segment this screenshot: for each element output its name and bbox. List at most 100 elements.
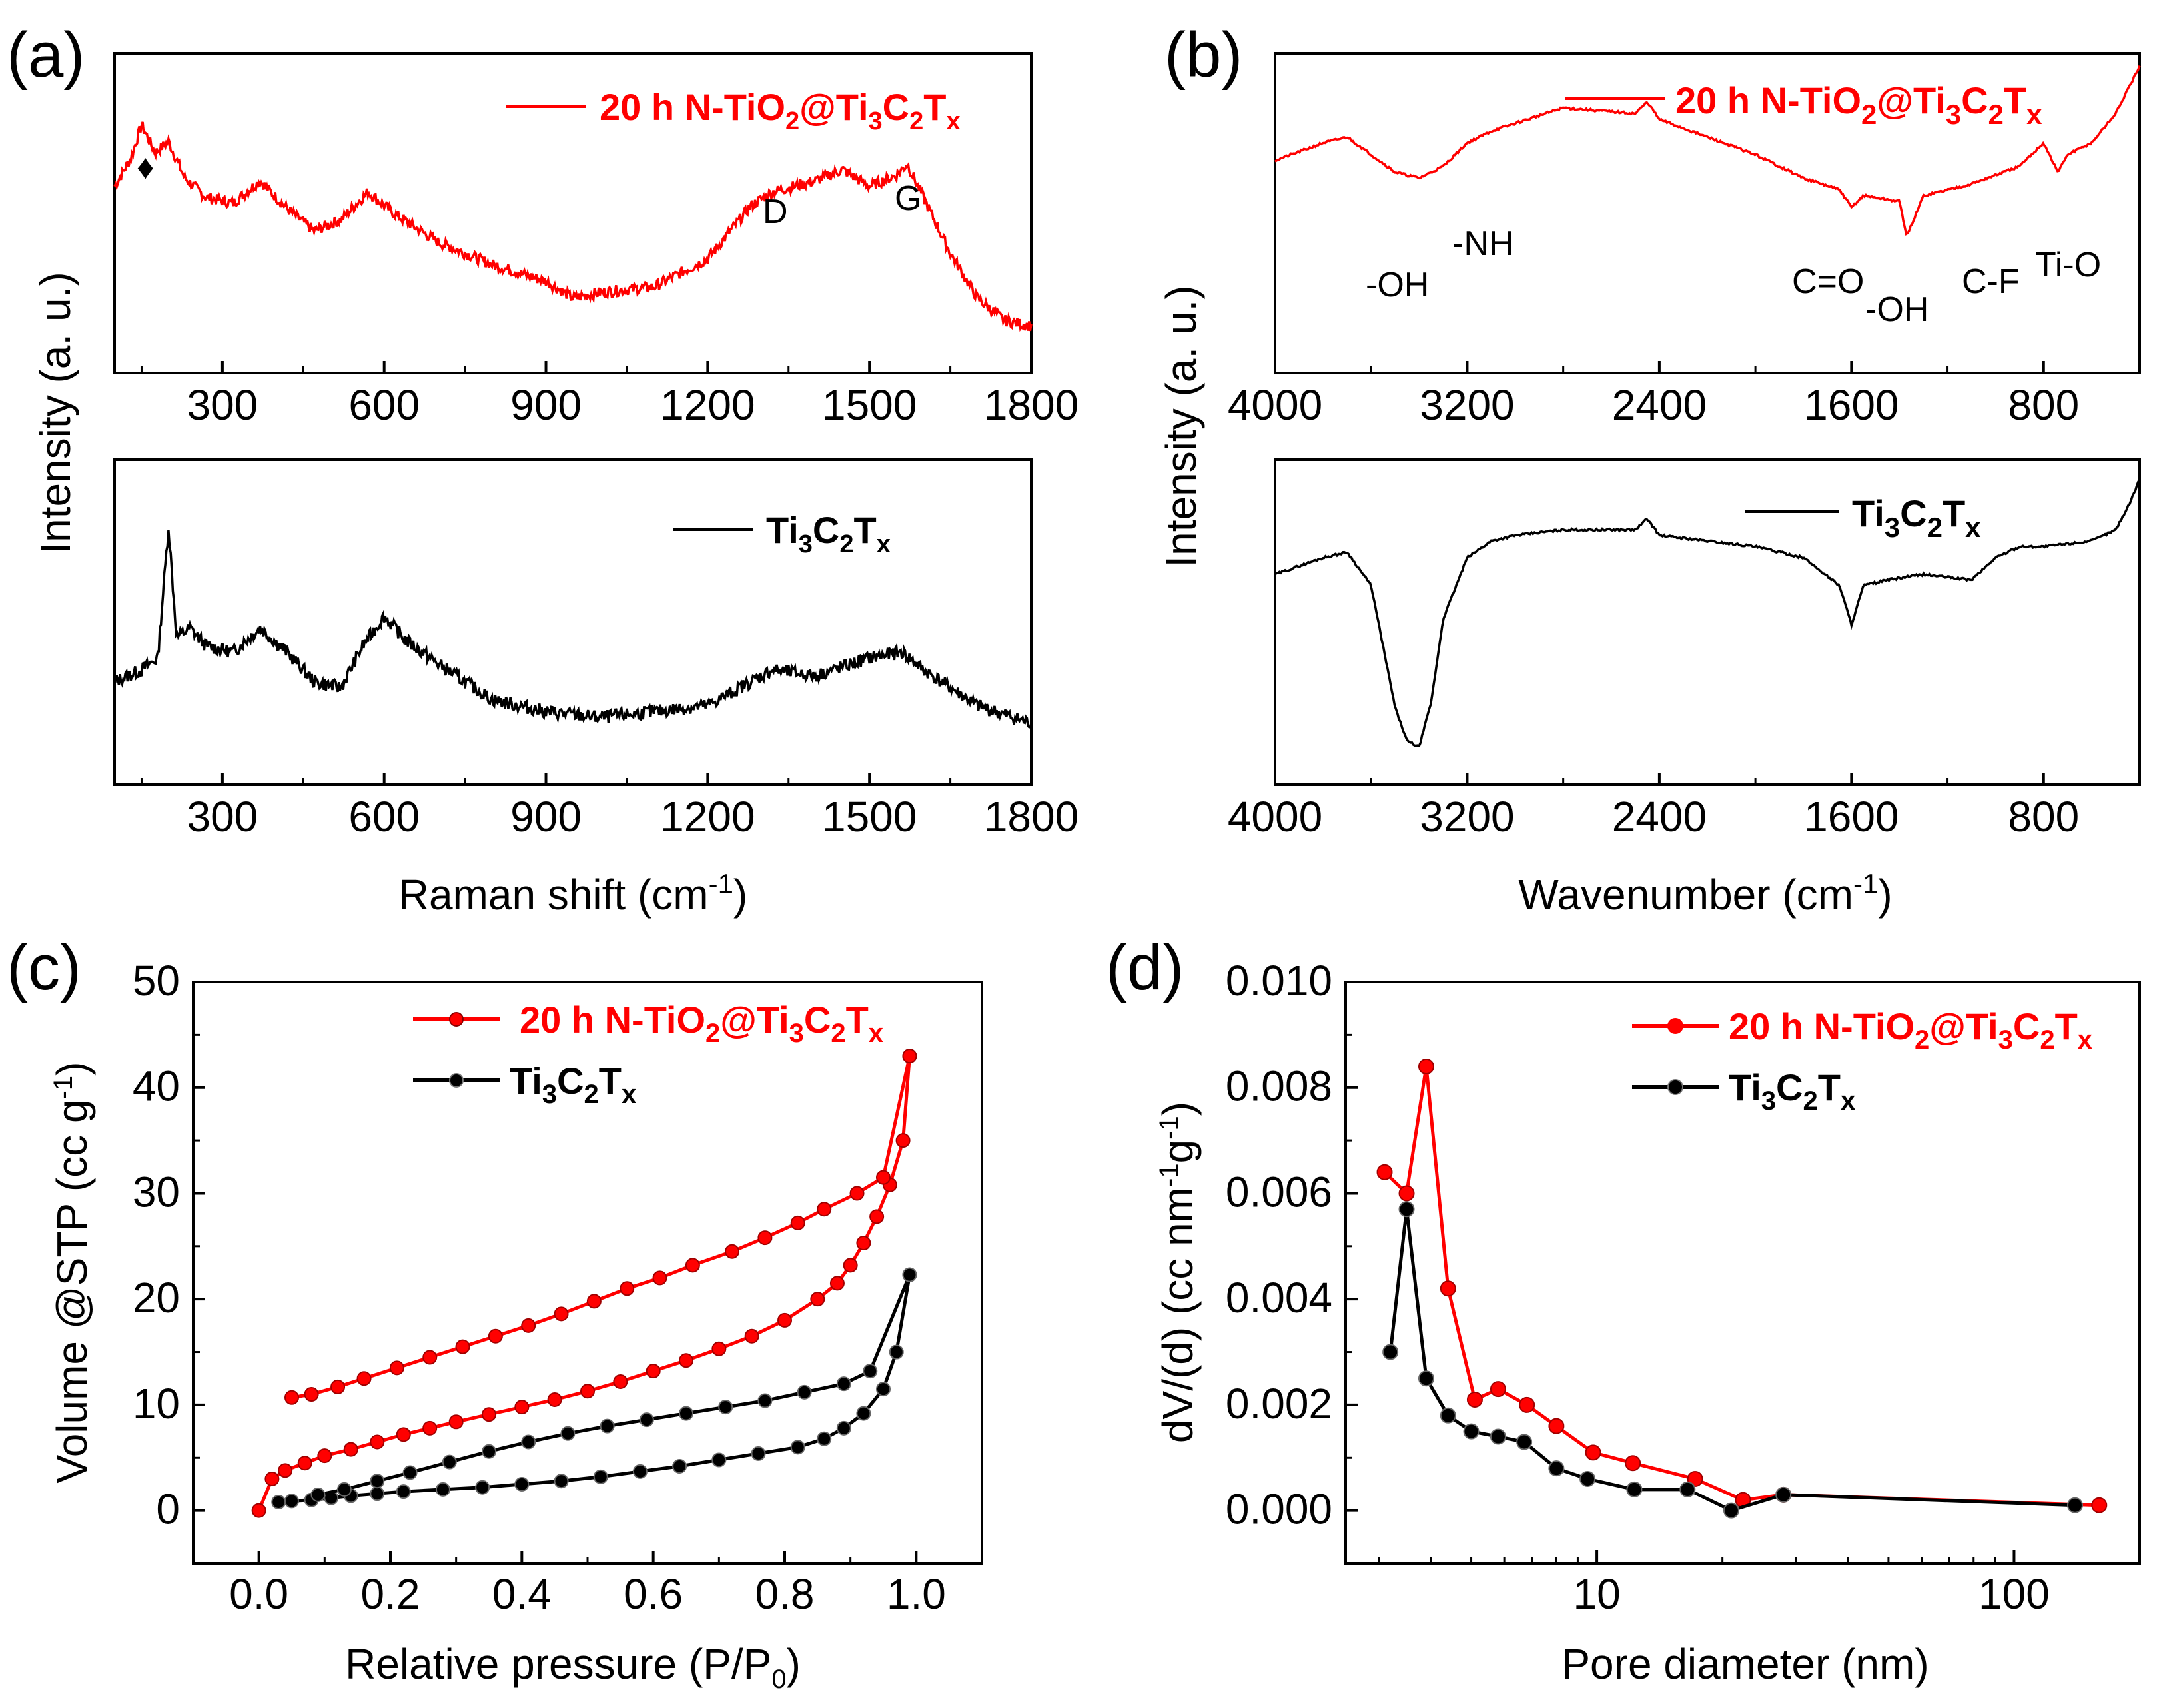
panel-c-y-axis-title: Volume @STP (cc g-1) bbox=[48, 1062, 96, 1484]
panel-b-top-legend-label: 20 h N-TiO2@Ti3C2Tx bbox=[1675, 79, 2042, 130]
x-tick-label: 4000 bbox=[1228, 381, 1322, 429]
panel-d-legend-red-label: 20 h N-TiO2@Ti3C2Tx bbox=[1729, 1005, 2092, 1055]
x-tick-label: 0.2 bbox=[361, 1570, 420, 1618]
panel-c-data-point bbox=[317, 1448, 332, 1464]
panel-c-data-point bbox=[856, 1236, 871, 1251]
panel-c-data-point bbox=[370, 1486, 385, 1501]
panel-c-data-point bbox=[271, 1494, 286, 1509]
panel-c-data-point bbox=[278, 1463, 293, 1478]
x-tick-label: 2400 bbox=[1612, 793, 1707, 841]
panel-c-data-point bbox=[711, 1452, 727, 1468]
panel-d-data-point bbox=[1516, 1434, 1533, 1450]
panel-d-series bbox=[1376, 1058, 2108, 1519]
panel-c-data-point bbox=[297, 1456, 312, 1471]
panel-c-data-point bbox=[488, 1328, 503, 1344]
x-tick-label: 1500 bbox=[822, 793, 917, 841]
panel-c-data-point bbox=[422, 1420, 438, 1436]
panel-c-data-point bbox=[613, 1374, 628, 1389]
panel-c-data-point bbox=[869, 1209, 885, 1224]
panel-c-data-point bbox=[790, 1440, 805, 1455]
panel-b-bottom-frame bbox=[1274, 458, 2141, 786]
panel-b-top-frame bbox=[1274, 52, 2141, 374]
panel-b-y-axis-title: Intensity (a. u.) bbox=[1157, 285, 1205, 567]
panel-d-data-point bbox=[1418, 1370, 1434, 1387]
panel-d-data-point bbox=[1775, 1486, 1792, 1503]
x-tick-label: 1200 bbox=[660, 793, 755, 841]
y-tick-label: 30 bbox=[133, 1168, 180, 1216]
x-tick-label: 1500 bbox=[822, 381, 917, 429]
panel-d-ticks: 10 100 0.000 0.002 0.004 0.006 0.008 0.010 bbox=[1226, 957, 2141, 1618]
panel-d-data-point bbox=[1398, 1201, 1415, 1218]
panel-c-data-point bbox=[580, 1384, 595, 1399]
panel-c-data-point bbox=[863, 1364, 878, 1379]
panel-d-legend-red-marker bbox=[1667, 1018, 1683, 1034]
x-tick-label: 800 bbox=[2008, 793, 2079, 841]
panel-d-legend-black-marker bbox=[1667, 1079, 1683, 1095]
panel-c-data-point bbox=[829, 1276, 845, 1291]
y-tick-label: 20 bbox=[133, 1274, 180, 1322]
panel-b-black-spectrum bbox=[1274, 478, 2141, 747]
panel-c-data-point bbox=[422, 1350, 438, 1365]
panel-d-data-point bbox=[1519, 1396, 1535, 1413]
panel-c-data-point bbox=[836, 1376, 851, 1392]
panel-b-anno-cf: C-F bbox=[1962, 262, 2020, 301]
panel-c-data-point bbox=[284, 1494, 299, 1509]
panel-a-bottom-legend-label: Ti3C2Tx bbox=[766, 509, 891, 558]
panel-c-data-point bbox=[744, 1328, 759, 1344]
panel-c-data-point bbox=[264, 1472, 280, 1487]
panel-d-label: (d) bbox=[1106, 932, 1184, 1003]
panel-c-data-point bbox=[718, 1400, 733, 1415]
panel-c-x-axis-title: Relative pressure (P/P0) bbox=[345, 1640, 801, 1694]
panel-c-legend-red-marker bbox=[449, 1012, 464, 1027]
panel-c-data-point bbox=[554, 1306, 569, 1322]
panel-c-data-point bbox=[836, 1420, 851, 1436]
panel-a-top-ticks: 300 600 900 1200 1500 1800 bbox=[140, 361, 1079, 429]
panel-c-data-point bbox=[251, 1503, 266, 1518]
y-tick-label: 10 bbox=[133, 1380, 180, 1428]
panel-c-data-point bbox=[679, 1353, 693, 1368]
y-tick-label: 0.004 bbox=[1226, 1274, 1332, 1322]
panel-c-data-point bbox=[593, 1469, 608, 1484]
x-tick-label: 900 bbox=[510, 381, 582, 429]
x-tick-label: 300 bbox=[187, 381, 258, 429]
x-tick-label: 0.8 bbox=[755, 1570, 815, 1618]
panel-c-data-point bbox=[475, 1480, 490, 1495]
y-tick-label: 0.006 bbox=[1226, 1168, 1332, 1216]
panel-c-data-point bbox=[810, 1292, 825, 1307]
panel-a-top-legend-label: 20 h N-TiO2@Ti3C2Tx bbox=[600, 86, 961, 135]
x-tick-label: 300 bbox=[187, 793, 258, 841]
panel-c-data-point bbox=[356, 1371, 372, 1386]
panel-b-anno-nh: -NH bbox=[1452, 224, 1513, 263]
panel-d-series-line bbox=[1388, 1209, 2076, 1513]
panel-a-bottom-frame bbox=[113, 458, 1033, 786]
x-tick-label: 4000 bbox=[1228, 793, 1322, 841]
panel-c-series bbox=[251, 1049, 917, 1518]
panel-c-data-point bbox=[817, 1202, 832, 1217]
panel-c-data-point bbox=[757, 1230, 773, 1246]
panel-b-top-ticks: 4000 3200 2400 1600 800 bbox=[1228, 361, 2141, 429]
panel-b-x-axis-title: Wavenumber (cm-1) bbox=[1518, 868, 1892, 919]
panel-d-y-axis-title: dV/(d) (cc nm-1g-1) bbox=[1154, 1102, 1202, 1443]
x-tick-label: 1600 bbox=[1804, 793, 1899, 841]
panel-c-series-line bbox=[257, 1055, 911, 1511]
panel-c-data-point bbox=[370, 1434, 385, 1450]
panel-c-data-point bbox=[284, 1390, 299, 1405]
panel-c-data-point bbox=[711, 1341, 727, 1356]
panel-d-data-point bbox=[1548, 1460, 1565, 1477]
panel-c-data-point bbox=[849, 1186, 865, 1201]
x-tick-label: 1200 bbox=[660, 381, 755, 429]
x-tick-label: 100 bbox=[1978, 1570, 2050, 1618]
panel-c-data-point bbox=[442, 1454, 457, 1470]
x-tick-label: 1600 bbox=[1804, 381, 1899, 429]
panel-c-data-point bbox=[646, 1364, 661, 1379]
panel-c-data-point bbox=[895, 1133, 911, 1148]
panel-c-data-point bbox=[757, 1393, 773, 1408]
panel-d-data-point bbox=[1382, 1344, 1399, 1360]
panel-c-data-point bbox=[482, 1444, 496, 1459]
panel-c-data-point bbox=[790, 1215, 805, 1230]
panel-d-data-point bbox=[2091, 1497, 2108, 1513]
x-tick-label: 1800 bbox=[984, 381, 1079, 429]
panel-d-data-point bbox=[1463, 1423, 1480, 1440]
x-tick-label: 0.0 bbox=[229, 1570, 288, 1618]
